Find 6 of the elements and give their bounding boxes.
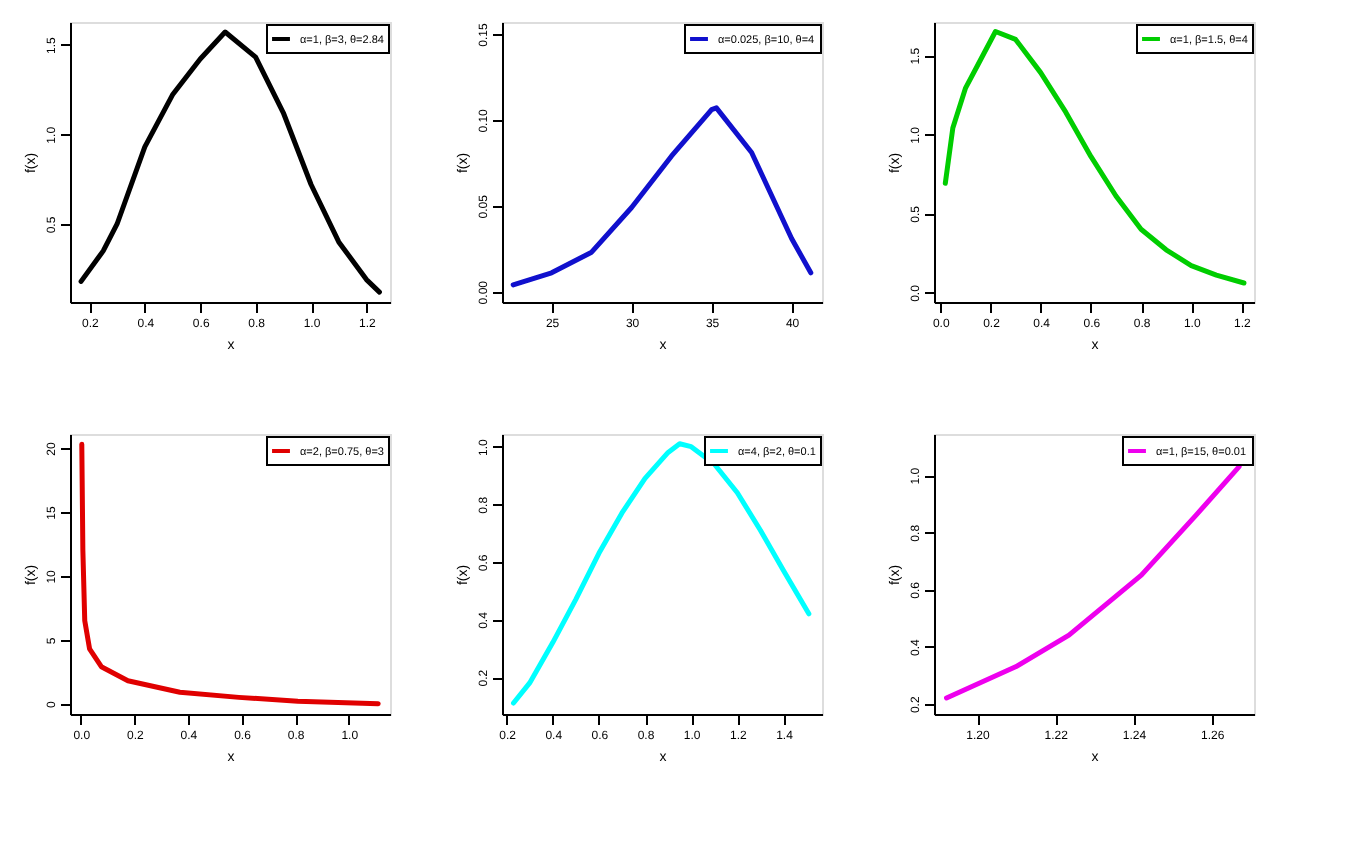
line-series (510, 105, 814, 288)
line-series (511, 441, 812, 706)
line-series (79, 441, 381, 707)
line-series (944, 464, 1242, 701)
line-series (78, 29, 382, 295)
line-series (942, 28, 1247, 286)
